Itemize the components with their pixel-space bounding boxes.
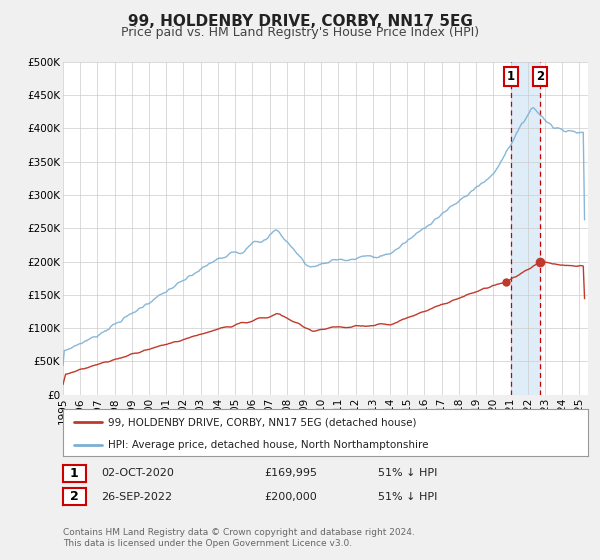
Text: 1: 1 — [506, 70, 515, 83]
Text: Contains HM Land Registry data © Crown copyright and database right 2024.
This d: Contains HM Land Registry data © Crown c… — [63, 528, 415, 548]
Text: 26-SEP-2022: 26-SEP-2022 — [101, 492, 172, 502]
Text: 2: 2 — [70, 490, 79, 503]
Text: 02-OCT-2020: 02-OCT-2020 — [101, 468, 173, 478]
Text: 51% ↓ HPI: 51% ↓ HPI — [378, 468, 437, 478]
Text: 99, HOLDENBY DRIVE, CORBY, NN17 5EG (detached house): 99, HOLDENBY DRIVE, CORBY, NN17 5EG (det… — [107, 417, 416, 427]
Bar — [511, 62, 541, 395]
Text: 51% ↓ HPI: 51% ↓ HPI — [378, 492, 437, 502]
Text: 1: 1 — [70, 466, 79, 480]
Text: Price paid vs. HM Land Registry's House Price Index (HPI): Price paid vs. HM Land Registry's House … — [121, 26, 479, 39]
Text: 2: 2 — [536, 70, 544, 83]
Text: £169,995: £169,995 — [264, 468, 317, 478]
Text: 99, HOLDENBY DRIVE, CORBY, NN17 5EG: 99, HOLDENBY DRIVE, CORBY, NN17 5EG — [128, 14, 472, 29]
Text: £200,000: £200,000 — [264, 492, 317, 502]
Text: HPI: Average price, detached house, North Northamptonshire: HPI: Average price, detached house, Nort… — [107, 440, 428, 450]
